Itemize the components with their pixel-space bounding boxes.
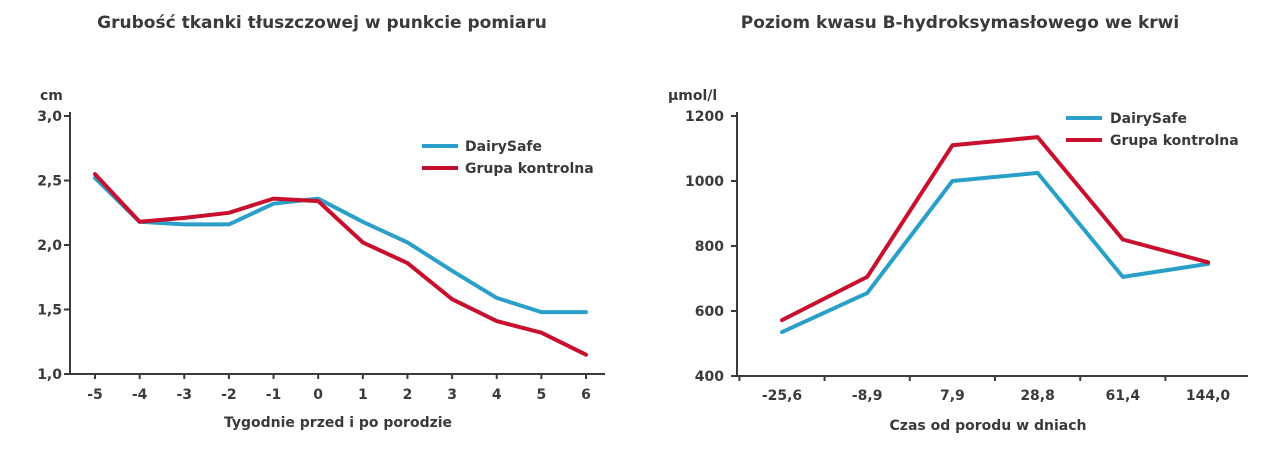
legend: DairySafe Grupa kontrolna <box>1066 111 1239 149</box>
x-tick-label: 3 <box>447 387 457 403</box>
legend-label: DairySafe <box>1110 111 1187 127</box>
tick-labels: 400 600 800 1000 1200 -25,6 -8,9 7,9 28,8 61,4 144… <box>685 109 1230 404</box>
y-tick-label: 1200 <box>685 109 724 125</box>
series-line-dairysafe <box>93 175 588 315</box>
x-tick-label: 144,0 <box>1186 388 1231 404</box>
x-tick-label: 7,9 <box>940 388 965 404</box>
x-tick-label: 6 <box>581 387 591 403</box>
legend: DairySafe Grupa kontrolna <box>422 139 594 177</box>
chart-bhb-level: Poziom kwasu B-hydroksymasłowego we krwi… <box>668 13 1248 434</box>
tick-labels: 1,0 1,5 2,0 2,5 3,0 -5 -4 -3 -2 -1 0 1 2 3 4 5 6 <box>37 109 591 403</box>
x-tick-label: -2 <box>221 387 237 403</box>
series-line-grupa-kontrolna <box>780 135 1210 323</box>
y-axis-unit: µmol/l <box>668 88 717 104</box>
x-tick-label: 0 <box>313 387 323 403</box>
y-tick-label: 2,5 <box>37 174 62 190</box>
y-axis-unit: cm <box>40 88 63 104</box>
x-axis-label: Tygodnie przed i po porodzie <box>224 415 452 431</box>
y-tick-label: 800 <box>695 239 724 255</box>
series-line-grupa-kontrolna <box>93 172 588 357</box>
x-tick-label: 61,4 <box>1106 388 1141 404</box>
series-lines <box>780 135 1210 335</box>
legend-label: Grupa kontrolna <box>1110 133 1239 149</box>
y-tick-label: 3,0 <box>37 109 62 125</box>
x-tick-label: 5 <box>536 387 546 403</box>
series-line-dairysafe <box>780 170 1210 335</box>
x-tick-label: 28,8 <box>1020 388 1055 404</box>
legend-label: Grupa kontrolna <box>465 161 594 177</box>
x-tick-label: -1 <box>266 387 282 403</box>
y-tick-label: 600 <box>695 304 724 320</box>
x-axis-label: Czas od porodu w dniach <box>890 418 1087 434</box>
x-tick-label: -4 <box>132 387 148 403</box>
x-tick-label: -8,9 <box>852 388 883 404</box>
x-tick-label: 4 <box>492 387 502 403</box>
y-tick-label: 1000 <box>685 174 724 190</box>
x-tick-label: 1 <box>358 387 368 403</box>
y-tick-label: 1,5 <box>37 303 62 319</box>
x-tick-label: -3 <box>176 387 192 403</box>
chart-fat-thickness: Grubość tkanki tłuszczowej w punkcie pom… <box>37 13 605 431</box>
y-tick-label: 2,0 <box>37 238 62 254</box>
y-tick-label: 400 <box>695 369 724 385</box>
x-tick-label: -25,6 <box>762 388 802 404</box>
legend-label: DairySafe <box>465 139 542 155</box>
x-tick-label: 2 <box>403 387 413 403</box>
x-tick-label: -5 <box>87 387 103 403</box>
y-tick-label: 1,0 <box>37 367 62 383</box>
chart-title: Poziom kwasu B-hydroksymasłowego we krwi <box>741 13 1179 33</box>
series-lines <box>93 172 588 357</box>
chart-title: Grubość tkanki tłuszczowej w punkcie pom… <box>97 13 547 33</box>
